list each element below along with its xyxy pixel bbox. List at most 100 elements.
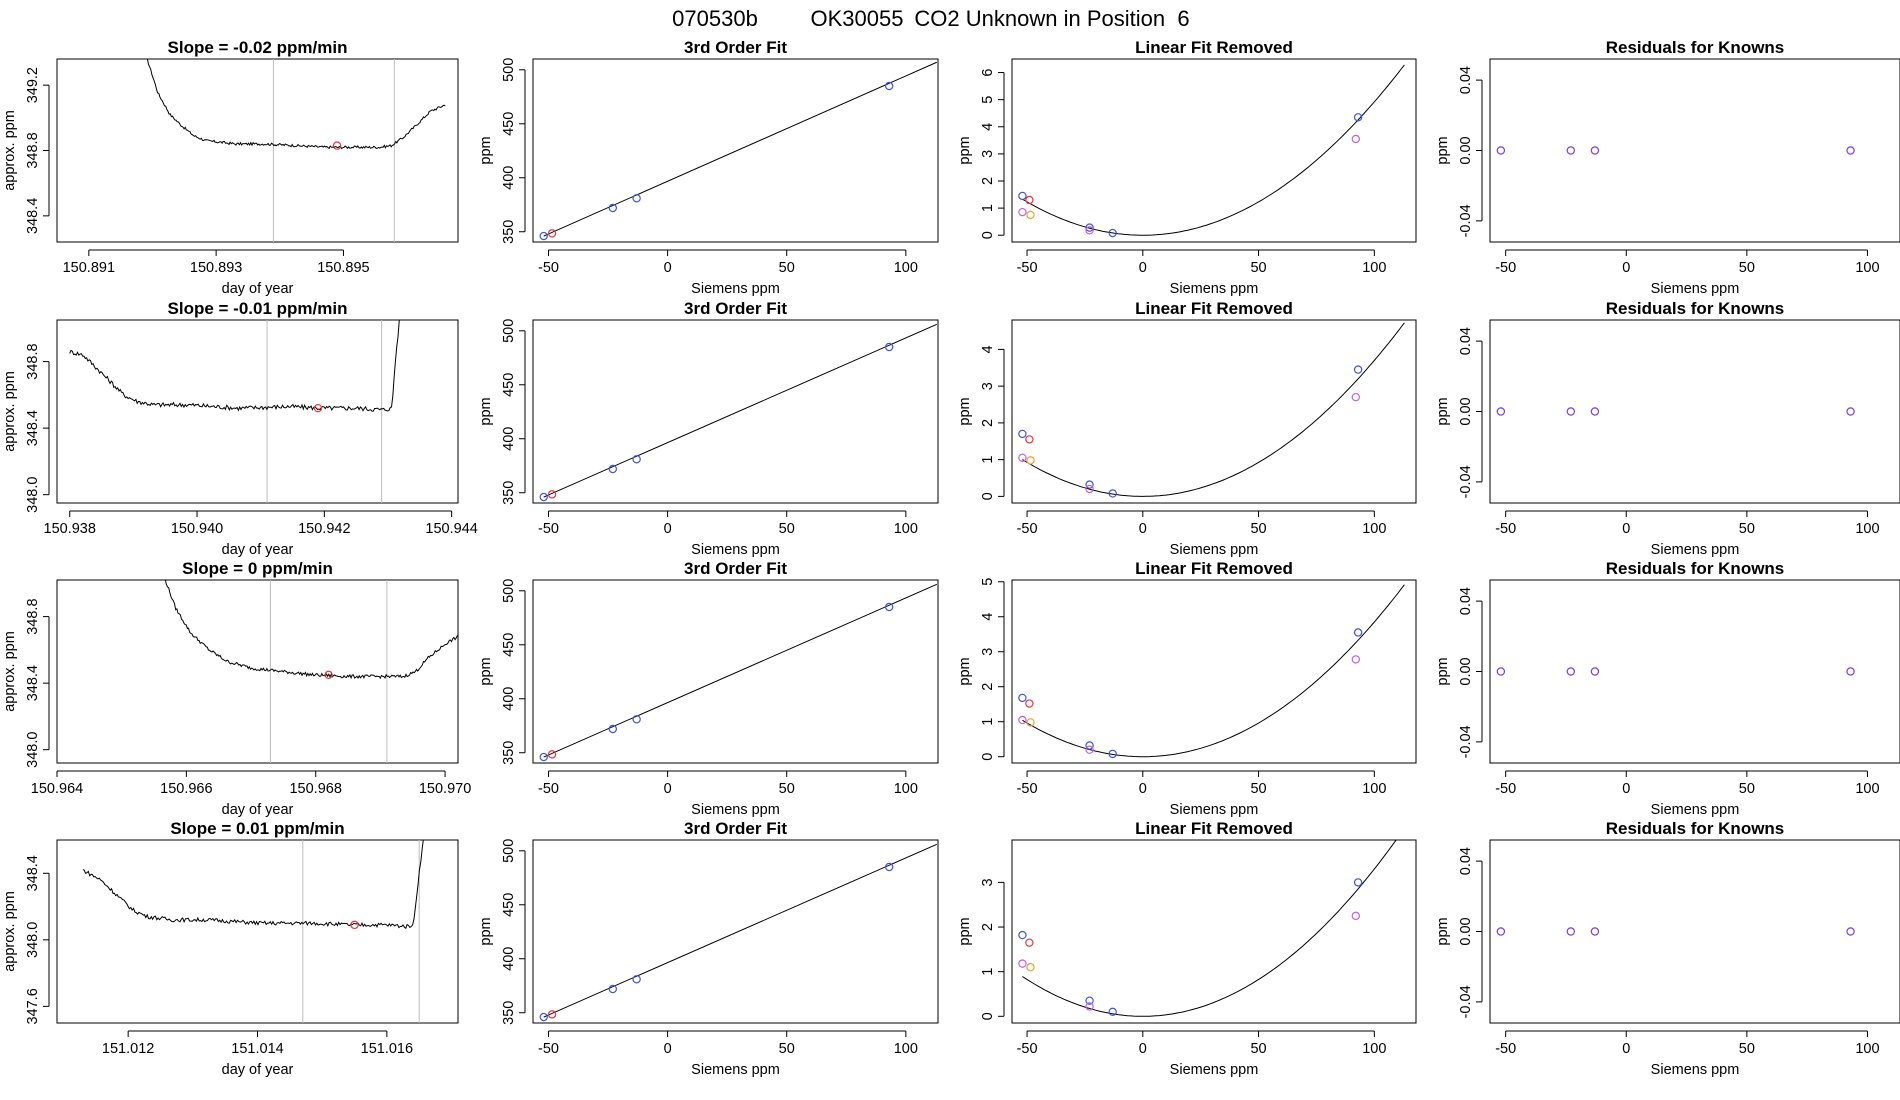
data-point-blue	[539, 231, 548, 241]
x-axis-label: Siemens ppm	[691, 542, 780, 558]
data-point-magenta	[1351, 392, 1361, 402]
x-tick-label: -50	[1495, 521, 1516, 537]
y-tick-label: 0.04	[1458, 847, 1474, 875]
y-tick-label: 400	[501, 947, 517, 971]
plot-frame	[1011, 839, 1417, 1024]
plot-area	[146, 59, 446, 242]
x-tick-label: 0	[664, 260, 672, 276]
panel-drift-trace-row2: Slope = -0.01 ppm/min 150.938 150.940 150.9…	[2, 299, 478, 558]
panel-cubic-fit-row1: 3rd Order Fit -50 0 50 100 Siemens ppm 350 400 4…	[478, 38, 939, 297]
panel-cubic-fit-row2: 3rd Order Fit -50 0 50 100 Siemens ppm 350 400 4…	[478, 299, 939, 558]
y-axis-label: ppm	[1435, 917, 1451, 945]
y-tick-label: 0.00	[1458, 657, 1474, 685]
y-tick-label: 0	[980, 492, 996, 500]
y-tick-label: -0.04	[1458, 204, 1474, 237]
data-point-blue	[608, 464, 618, 474]
data-point-magenta	[1085, 226, 1094, 235]
y-axis-label: ppm	[1435, 397, 1451, 425]
x-tick-label: 0	[664, 1041, 672, 1057]
x-tick-label: 0	[664, 521, 672, 537]
x-axis-label: Siemens ppm	[1170, 281, 1259, 297]
y-axis-label: approx. ppm	[2, 891, 18, 972]
x-axis-label: Siemens ppm	[691, 281, 780, 297]
data-point-orange	[1026, 718, 1035, 727]
y-tick-label: 4	[980, 345, 996, 353]
x-axis-label: Siemens ppm	[1651, 1062, 1740, 1078]
data-point-purple	[1496, 146, 1506, 155]
y-tick-label: 500	[501, 839, 517, 863]
x-tick-label: 100	[1855, 521, 1879, 537]
x-tick-label: 100	[1362, 1041, 1386, 1057]
y-axis-label: ppm	[957, 136, 973, 164]
x-tick-label: -50	[538, 260, 559, 276]
fit-curve-line	[543, 323, 938, 498]
data-point-red	[547, 229, 557, 238]
y-tick-label: 2	[980, 923, 996, 931]
panel-linear-fit-removed-row1: Linear Fit Removed -50 0 50 100 Siemens ppm 0 1…	[957, 38, 1417, 297]
residual-curve-line	[1022, 64, 1405, 236]
x-tick-label: 0	[1139, 781, 1147, 797]
y-tick-label: 2	[980, 683, 996, 691]
y-axis-label: ppm	[478, 657, 494, 685]
y-tick-label: 2	[980, 177, 996, 185]
x-tick-label: 150.964	[31, 781, 83, 797]
y-axis-label: ppm	[1435, 136, 1451, 164]
data-point-blue	[1353, 628, 1363, 637]
data-point-purple	[1590, 667, 1600, 676]
unknown-marker-point	[350, 920, 359, 930]
y-tick-label: 400	[501, 687, 517, 711]
panel-title: Residuals for Knowns	[1606, 559, 1785, 578]
y-axis-label: approx. ppm	[2, 110, 18, 191]
plot-frame	[1011, 319, 1417, 504]
y-axis-label: approx. ppm	[2, 371, 18, 452]
data-point-blue	[608, 984, 618, 994]
y-axis-label: ppm	[478, 917, 494, 945]
data-point-purple	[1496, 927, 1506, 936]
y-tick-label: 6	[980, 69, 996, 77]
fit-curve-line	[543, 583, 938, 758]
y-tick-label: 400	[501, 166, 517, 190]
data-point-red	[547, 1010, 557, 1019]
x-tick-label: -50	[1017, 781, 1038, 797]
x-tick-label: 50	[779, 1041, 795, 1057]
plot-area	[69, 320, 400, 503]
data-point-blue	[608, 724, 618, 734]
y-tick-label: 4	[980, 123, 996, 131]
data-point-purple	[1566, 927, 1575, 936]
data-point-blue	[1018, 191, 1027, 201]
y-tick-label: 1	[980, 968, 996, 976]
analyzer-trace-line	[82, 840, 424, 930]
plot-frame	[56, 839, 459, 1024]
x-tick-label: 150.966	[160, 781, 212, 797]
panel-residuals-row4: Residuals for Knowns -50 0 50 100 Siemens ppm…	[1435, 819, 1900, 1078]
y-tick-label: -0.04	[1458, 985, 1474, 1018]
panel-title: 3rd Order Fit	[684, 299, 787, 318]
y-axis-label: ppm	[957, 657, 973, 685]
y-tick-label: 347.6	[25, 988, 41, 1024]
x-tick-label: 151.016	[361, 1041, 413, 1057]
y-tick-label: 3	[980, 382, 996, 390]
x-tick-label: 150.944	[425, 521, 477, 537]
panel-linear-fit-removed-row3: Linear Fit Removed -50 0 50 100 Siemens ppm 0 1…	[957, 559, 1417, 818]
data-point-magenta	[1351, 911, 1361, 921]
residual-curve-line	[1022, 584, 1405, 758]
x-tick-label: -50	[538, 521, 559, 537]
data-point-magenta	[1085, 745, 1094, 754]
x-axis-label: day of year	[222, 802, 294, 818]
x-tick-label: 50	[1250, 260, 1266, 276]
x-tick-label: 50	[1250, 781, 1266, 797]
x-tick-label: 0	[1139, 1041, 1147, 1057]
data-point-blue	[1108, 489, 1117, 498]
y-tick-label: 348.8	[25, 343, 41, 379]
panel-residuals-row1: Residuals for Knowns -50 0 50 100 Siemens ppm…	[1435, 38, 1900, 297]
y-tick-label: 2	[980, 419, 996, 427]
data-point-blue	[1353, 113, 1363, 122]
data-point-blue	[1018, 693, 1027, 703]
y-tick-label: 450	[501, 633, 517, 657]
y-tick-label: 500	[501, 319, 517, 343]
panel-title: Slope = -0.01 ppm/min	[168, 299, 348, 318]
x-axis-label: Siemens ppm	[1170, 1062, 1259, 1078]
x-axis-label: day of year	[222, 1062, 294, 1078]
x-tick-label: 50	[1739, 781, 1755, 797]
panel-title: Linear Fit Removed	[1135, 38, 1293, 57]
